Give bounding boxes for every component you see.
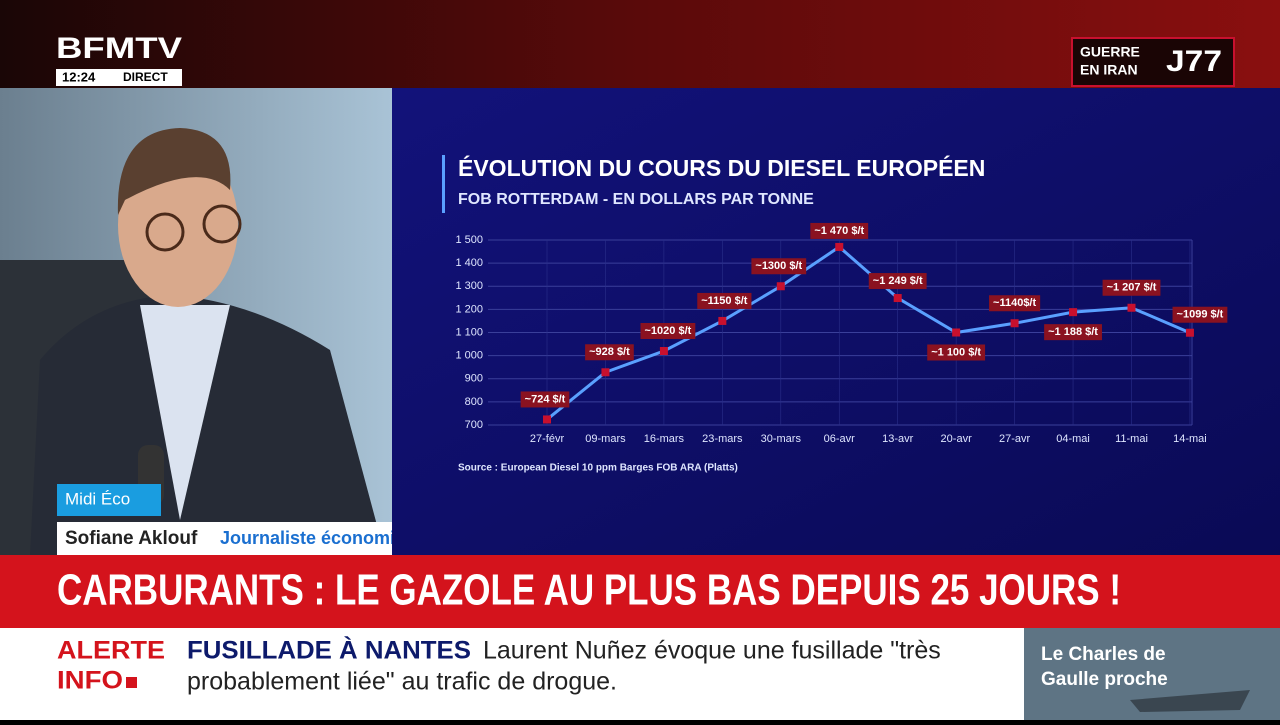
chart-title: ÉVOLUTION DU COURS DU DIESEL EUROPÉEN: [458, 154, 985, 181]
side-text: Gaulle proche: [1041, 669, 1168, 690]
x-tick-label: 27-févr: [530, 433, 565, 445]
data-point: [952, 328, 961, 337]
x-tick-label: 14-mai: [1173, 433, 1207, 445]
value-label-box: [927, 344, 986, 361]
badge: [1071, 37, 1235, 87]
guest-name: Sofiane Aklouf: [65, 528, 198, 549]
value-label-box: [585, 344, 634, 361]
value-label-box: [697, 292, 752, 309]
glasses: [202, 204, 242, 244]
ticker-topic: FUSILLADE À NANTES: [187, 636, 471, 665]
headline: CARBURANTS : LE GAZOLE AU PLUS BAS DEPUI…: [57, 566, 1121, 615]
y-tick-label: 1 100: [455, 326, 483, 338]
chart-panel: [392, 88, 1280, 555]
x-tick-label: 04-mai: [1056, 433, 1090, 445]
x-tick-label: 11-mai: [1115, 433, 1148, 445]
data-point: [543, 415, 551, 424]
value-label: ~1 470 $/t: [814, 225, 864, 237]
y-tick-label: 1 300: [455, 280, 483, 292]
top-bar: [0, 0, 1280, 88]
y-tick-label: 1 000: [455, 350, 483, 362]
show-name: Midi Éco: [65, 489, 130, 508]
x-tick-label: 23-mars: [702, 433, 743, 445]
line: [546, 245, 1191, 421]
value-label: ~1150 $/t: [701, 295, 748, 307]
value-label-box: [751, 258, 807, 275]
value-label: ~1300 $/t: [755, 260, 802, 272]
value-label-box: [1044, 324, 1102, 341]
y-tick-label: 1 400: [455, 257, 483, 269]
badge-day: J77: [1166, 45, 1222, 78]
value-label: ~1 207 $/t: [1107, 282, 1157, 294]
value-label: ~724 $/t: [525, 393, 566, 405]
value-label: ~1099 $/t: [1177, 309, 1224, 321]
side-text: Le Charles de: [1041, 644, 1166, 665]
clock: 12:24: [62, 69, 96, 84]
x-tick-label: 09-mars: [585, 433, 626, 445]
value-label: ~928 $/t: [589, 346, 630, 358]
title-accent: [442, 155, 445, 213]
y-tick-label: 1 200: [455, 303, 483, 315]
value-label-box: [520, 391, 570, 408]
x-tick-label: 30-mars: [761, 433, 802, 445]
headline-bar: [0, 555, 1280, 628]
y-tick-label: 1 500: [455, 234, 483, 246]
value-label: ~1020 $/t: [645, 325, 692, 337]
chart-source: Source : European Diesel 10 ppm Barges F…: [458, 463, 738, 474]
value-label-box: [640, 323, 696, 339]
y-tick-label: 700: [465, 419, 483, 431]
value-label: ~1 249 $/t: [873, 275, 923, 287]
chart-subtitle: FOB ROTTERDAM - EN DOLLARS PAR TONNE: [458, 191, 814, 208]
badge-line: GUERRE: [1080, 44, 1140, 60]
value-label-box: [1102, 279, 1161, 296]
value-label-box: [868, 273, 927, 290]
data-point: [893, 294, 902, 303]
ship-silhouette: [1130, 690, 1250, 712]
clock-box: [56, 69, 182, 86]
x-tick-label: 16-mars: [644, 433, 685, 445]
ticker-text: probablement liée" au trafic de drogue.: [187, 668, 617, 696]
channel-logo: BFMTV: [56, 32, 182, 65]
x-tick-label: 20-avr: [941, 433, 973, 445]
data-point: [835, 242, 844, 251]
value-label-box: [989, 295, 1041, 312]
person-hair: [117, 128, 231, 215]
chart: 700 800 900 1 000 1 100 1 200 1 300 1 400 1 500 2…: [455, 222, 1228, 445]
value-label: ~1140$/t: [993, 297, 1036, 309]
y-tick-label: 900: [465, 373, 483, 385]
x-tick-label: 13-avr: [882, 433, 914, 445]
alert-label: ALERTE: [57, 637, 165, 665]
data-point: [659, 347, 668, 355]
alert-label: INFO: [57, 667, 123, 695]
data-point: [1185, 328, 1194, 337]
value-label: ~1 188 $/t: [1048, 326, 1098, 338]
data-point: [718, 316, 727, 325]
value-label-box: [810, 222, 869, 239]
y-tick-label: 800: [465, 396, 483, 408]
data-point: [601, 368, 610, 377]
ticker-text: Laurent Nuñez évoque une fusillade "très: [483, 637, 941, 665]
data-point: [1069, 308, 1078, 317]
ticker-bar: [0, 628, 1024, 720]
glasses: [145, 212, 185, 252]
badge-line: EN IRAN: [1080, 62, 1138, 78]
data-point: [1127, 303, 1136, 312]
value-label-box: [1172, 306, 1228, 323]
show-tag: [57, 484, 161, 516]
alert-dot: [126, 677, 137, 688]
live-label: DIRECT: [123, 70, 168, 84]
value-label: ~1 100 $/t: [931, 346, 981, 358]
data-point: [776, 282, 785, 291]
x-tick-label: 06-avr: [824, 433, 856, 445]
person-shirt: [140, 305, 230, 520]
data-point: [1010, 319, 1019, 328]
x-tick-label: 27-avr: [999, 433, 1031, 445]
